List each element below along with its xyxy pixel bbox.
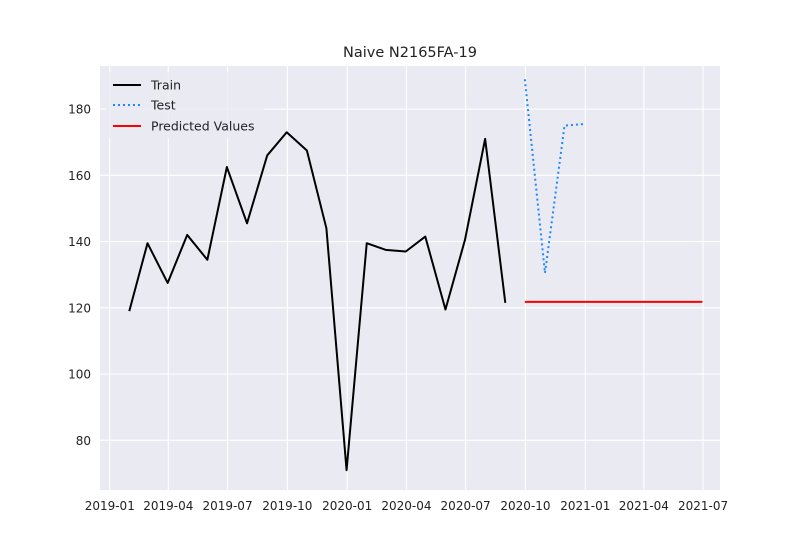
x-tick-label: 2019-01 [85, 499, 135, 513]
x-tick-label: 2020-07 [441, 499, 491, 513]
legend-label-predicted-values: Predicted Values [151, 119, 255, 134]
x-tick-label: 2020-04 [381, 499, 431, 513]
y-axis-ticks: 80 100 120 140 160 180 [68, 103, 91, 448]
series-layer [128, 79, 703, 472]
series-line-train [128, 131, 507, 472]
x-tick-label: 2021-04 [619, 499, 669, 513]
x-axis-ticks: 2019-01 2019-04 2019-07 2019-10 2020-01 2020-… [85, 499, 728, 513]
legend-item-test: Test [113, 98, 176, 113]
legend-box [106, 72, 264, 138]
y-tick-label: 180 [68, 103, 91, 117]
x-tick-label: 2019-10 [262, 499, 312, 513]
legend: Train Test Predicted Values [106, 72, 264, 138]
y-tick-label: 80 [76, 434, 91, 448]
y-tick-label: 120 [68, 301, 91, 315]
legend-item-predicted-values: Predicted Values [113, 119, 255, 134]
x-tick-label: 2021-07 [678, 499, 728, 513]
legend-item-train: Train [113, 78, 181, 93]
x-tick-label: 2020-10 [500, 499, 550, 513]
x-tick-label: 2019-07 [202, 499, 252, 513]
y-tick-label: 100 [68, 368, 91, 382]
x-tick-label: 2021-01 [560, 499, 610, 513]
y-tick-label: 140 [68, 235, 91, 249]
grid-lines [100, 66, 720, 490]
y-tick-label: 160 [68, 169, 91, 183]
x-tick-label: 2019-04 [143, 499, 193, 513]
legend-label-train: Train [150, 78, 181, 93]
chart-title: Naive N2165FA-19 [343, 45, 477, 61]
x-tick-label: 2020-01 [322, 499, 372, 513]
legend-label-test: Test [150, 98, 176, 113]
